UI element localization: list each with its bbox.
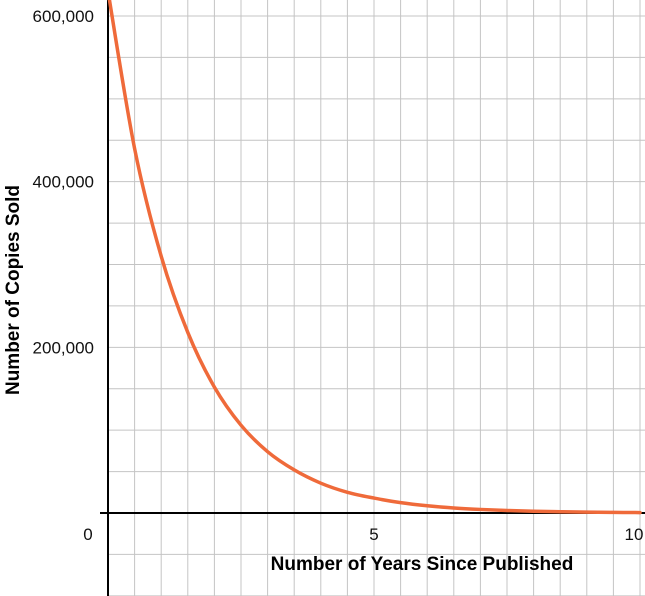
y-tick-label: 600,000 [33,7,94,26]
x-tick-label: 10 [625,525,644,544]
y-tick-label: 400,000 [33,173,94,192]
y-tick-label: 200,000 [33,338,94,357]
series-line [107,0,642,515]
x-axis-label: Number of Years Since Published [271,554,574,575]
y-axis-label: Number of Copies Sold [3,185,24,395]
x-tick-label: 5 [369,525,378,544]
grid [108,0,645,596]
axes [100,0,645,596]
tick-labels: 0 5 10 200,000 400,000 600,000 [33,7,644,544]
x-tick-label: 0 [83,525,92,544]
